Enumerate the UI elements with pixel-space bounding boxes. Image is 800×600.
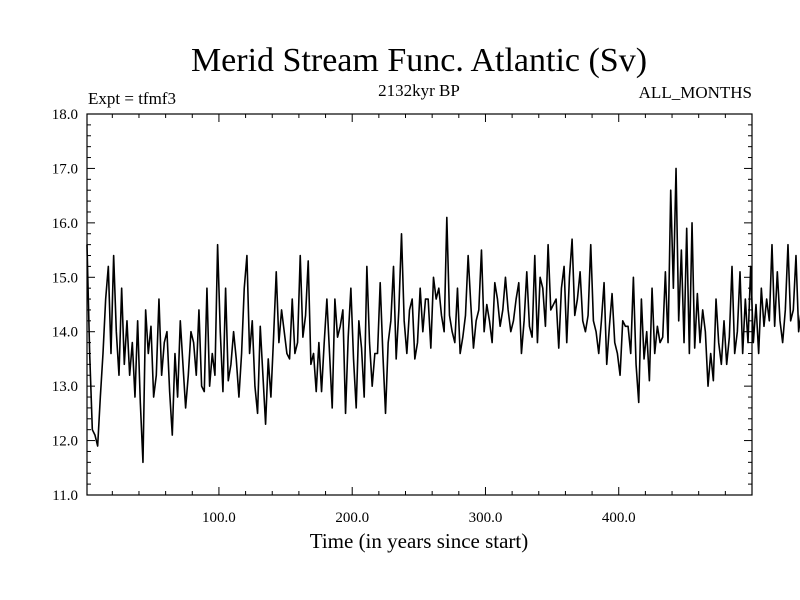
y-tick-label: 16.0: [52, 216, 78, 232]
y-tick-label: 13.0: [52, 379, 78, 395]
chart-title: Merid Stream Func. Atlantic (Sv): [191, 42, 647, 79]
y-tick-label: 18.0: [52, 107, 78, 123]
y-tick-label: 12.0: [52, 434, 78, 450]
series-line: [86, 167, 800, 464]
x-axis-label: Time (in years since start): [310, 529, 529, 553]
y-tick-label: 11.0: [52, 488, 78, 504]
x-tick-label: 300.0: [469, 510, 503, 526]
experiment-label: Expt = tfmf3: [88, 89, 176, 108]
months-label: ALL_MONTHS: [639, 83, 752, 102]
y-tick-label: 15.0: [52, 270, 78, 286]
y-axis-ticks: 11.0 12.0 13.0 14.0 15.0 16.0 17.0 18.0: [52, 107, 752, 504]
period-label: 2132kyr BP: [378, 81, 460, 100]
series-group: [86, 167, 800, 464]
x-axis-ticks: 100.0 200.0 300.0 400.0: [111, 114, 726, 526]
plot-frame: [86, 113, 753, 496]
x-tick-label: 400.0: [602, 510, 636, 526]
y-tick-label: 14.0: [52, 325, 78, 341]
y-tick-label: 17.0: [52, 161, 78, 177]
x-tick-label: 200.0: [335, 510, 369, 526]
x-tick-label: 100.0: [202, 510, 236, 526]
